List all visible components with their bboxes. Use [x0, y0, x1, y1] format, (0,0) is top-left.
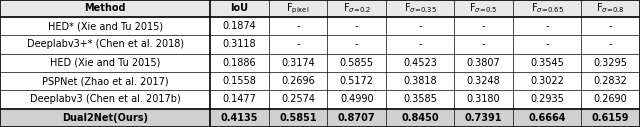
Text: 0.3248: 0.3248: [467, 76, 500, 86]
Text: $\mathrm{F}_{\sigma\!=\!0.65}$: $\mathrm{F}_{\sigma\!=\!0.65}$: [531, 2, 563, 15]
Text: 0.3022: 0.3022: [530, 76, 564, 86]
Text: 0.3174: 0.3174: [281, 58, 315, 68]
Text: 0.1886: 0.1886: [223, 58, 256, 68]
Text: $\mathrm{F}_{\mathrm{pixel}}$: $\mathrm{F}_{\mathrm{pixel}}$: [286, 1, 310, 16]
Text: PSPNet (Zhao et al. 2017): PSPNet (Zhao et al. 2017): [42, 76, 168, 86]
Text: 0.6664: 0.6664: [528, 113, 566, 123]
Text: -: -: [482, 21, 485, 31]
Text: -: -: [545, 21, 548, 31]
Text: 0.2574: 0.2574: [281, 94, 315, 105]
Text: 0.3180: 0.3180: [467, 94, 500, 105]
Text: 0.2690: 0.2690: [593, 94, 627, 105]
Text: 0.3585: 0.3585: [403, 94, 437, 105]
Text: -: -: [545, 39, 548, 49]
Text: -: -: [419, 39, 422, 49]
Text: 0.5172: 0.5172: [340, 76, 374, 86]
Text: -: -: [355, 21, 358, 31]
Text: 0.2832: 0.2832: [593, 76, 627, 86]
Text: 0.1874: 0.1874: [223, 21, 257, 31]
Text: Deeplabv3+* (Chen et al. 2018): Deeplabv3+* (Chen et al. 2018): [26, 39, 184, 49]
Text: -: -: [609, 21, 612, 31]
Text: 0.3818: 0.3818: [403, 76, 437, 86]
Text: -: -: [296, 39, 300, 49]
Text: HED (Xie and Tu 2015): HED (Xie and Tu 2015): [50, 58, 160, 68]
Text: IoU: IoU: [230, 3, 248, 13]
Text: Deeplabv3 (Chen et al. 2017b): Deeplabv3 (Chen et al. 2017b): [29, 94, 180, 105]
Text: -: -: [419, 21, 422, 31]
Text: 0.3807: 0.3807: [467, 58, 500, 68]
Text: -: -: [482, 39, 485, 49]
Text: -: -: [296, 21, 300, 31]
Text: $\mathrm{F}_{\sigma\!=\!0.35}$: $\mathrm{F}_{\sigma\!=\!0.35}$: [404, 2, 436, 15]
Text: 0.6159: 0.6159: [591, 113, 629, 123]
Text: 0.3295: 0.3295: [593, 58, 627, 68]
Text: 0.4135: 0.4135: [221, 113, 258, 123]
Text: $\mathrm{F}_{\sigma\!=\!0.5}$: $\mathrm{F}_{\sigma\!=\!0.5}$: [469, 2, 498, 15]
Text: Method: Method: [84, 3, 126, 13]
Text: 0.3118: 0.3118: [223, 39, 256, 49]
Text: 0.8450: 0.8450: [401, 113, 439, 123]
Text: Dual2Net(Ours): Dual2Net(Ours): [62, 113, 148, 123]
Text: $\mathrm{F}_{\sigma\!=\!0.2}$: $\mathrm{F}_{\sigma\!=\!0.2}$: [343, 2, 371, 15]
Text: -: -: [609, 39, 612, 49]
Text: 0.3545: 0.3545: [530, 58, 564, 68]
Text: 0.5851: 0.5851: [279, 113, 317, 123]
Text: -: -: [355, 39, 358, 49]
Text: $\mathrm{F}_{\sigma\!=\!0.8}$: $\mathrm{F}_{\sigma\!=\!0.8}$: [596, 2, 625, 15]
Text: 0.1477: 0.1477: [223, 94, 257, 105]
Text: HED* (Xie and Tu 2015): HED* (Xie and Tu 2015): [47, 21, 163, 31]
Text: 0.2935: 0.2935: [530, 94, 564, 105]
Text: 0.4523: 0.4523: [403, 58, 437, 68]
Text: 0.8707: 0.8707: [338, 113, 376, 123]
Text: 0.2696: 0.2696: [281, 76, 315, 86]
Text: 0.1558: 0.1558: [223, 76, 257, 86]
Text: 0.5855: 0.5855: [340, 58, 374, 68]
Text: 0.4990: 0.4990: [340, 94, 374, 105]
Text: 0.7391: 0.7391: [465, 113, 502, 123]
